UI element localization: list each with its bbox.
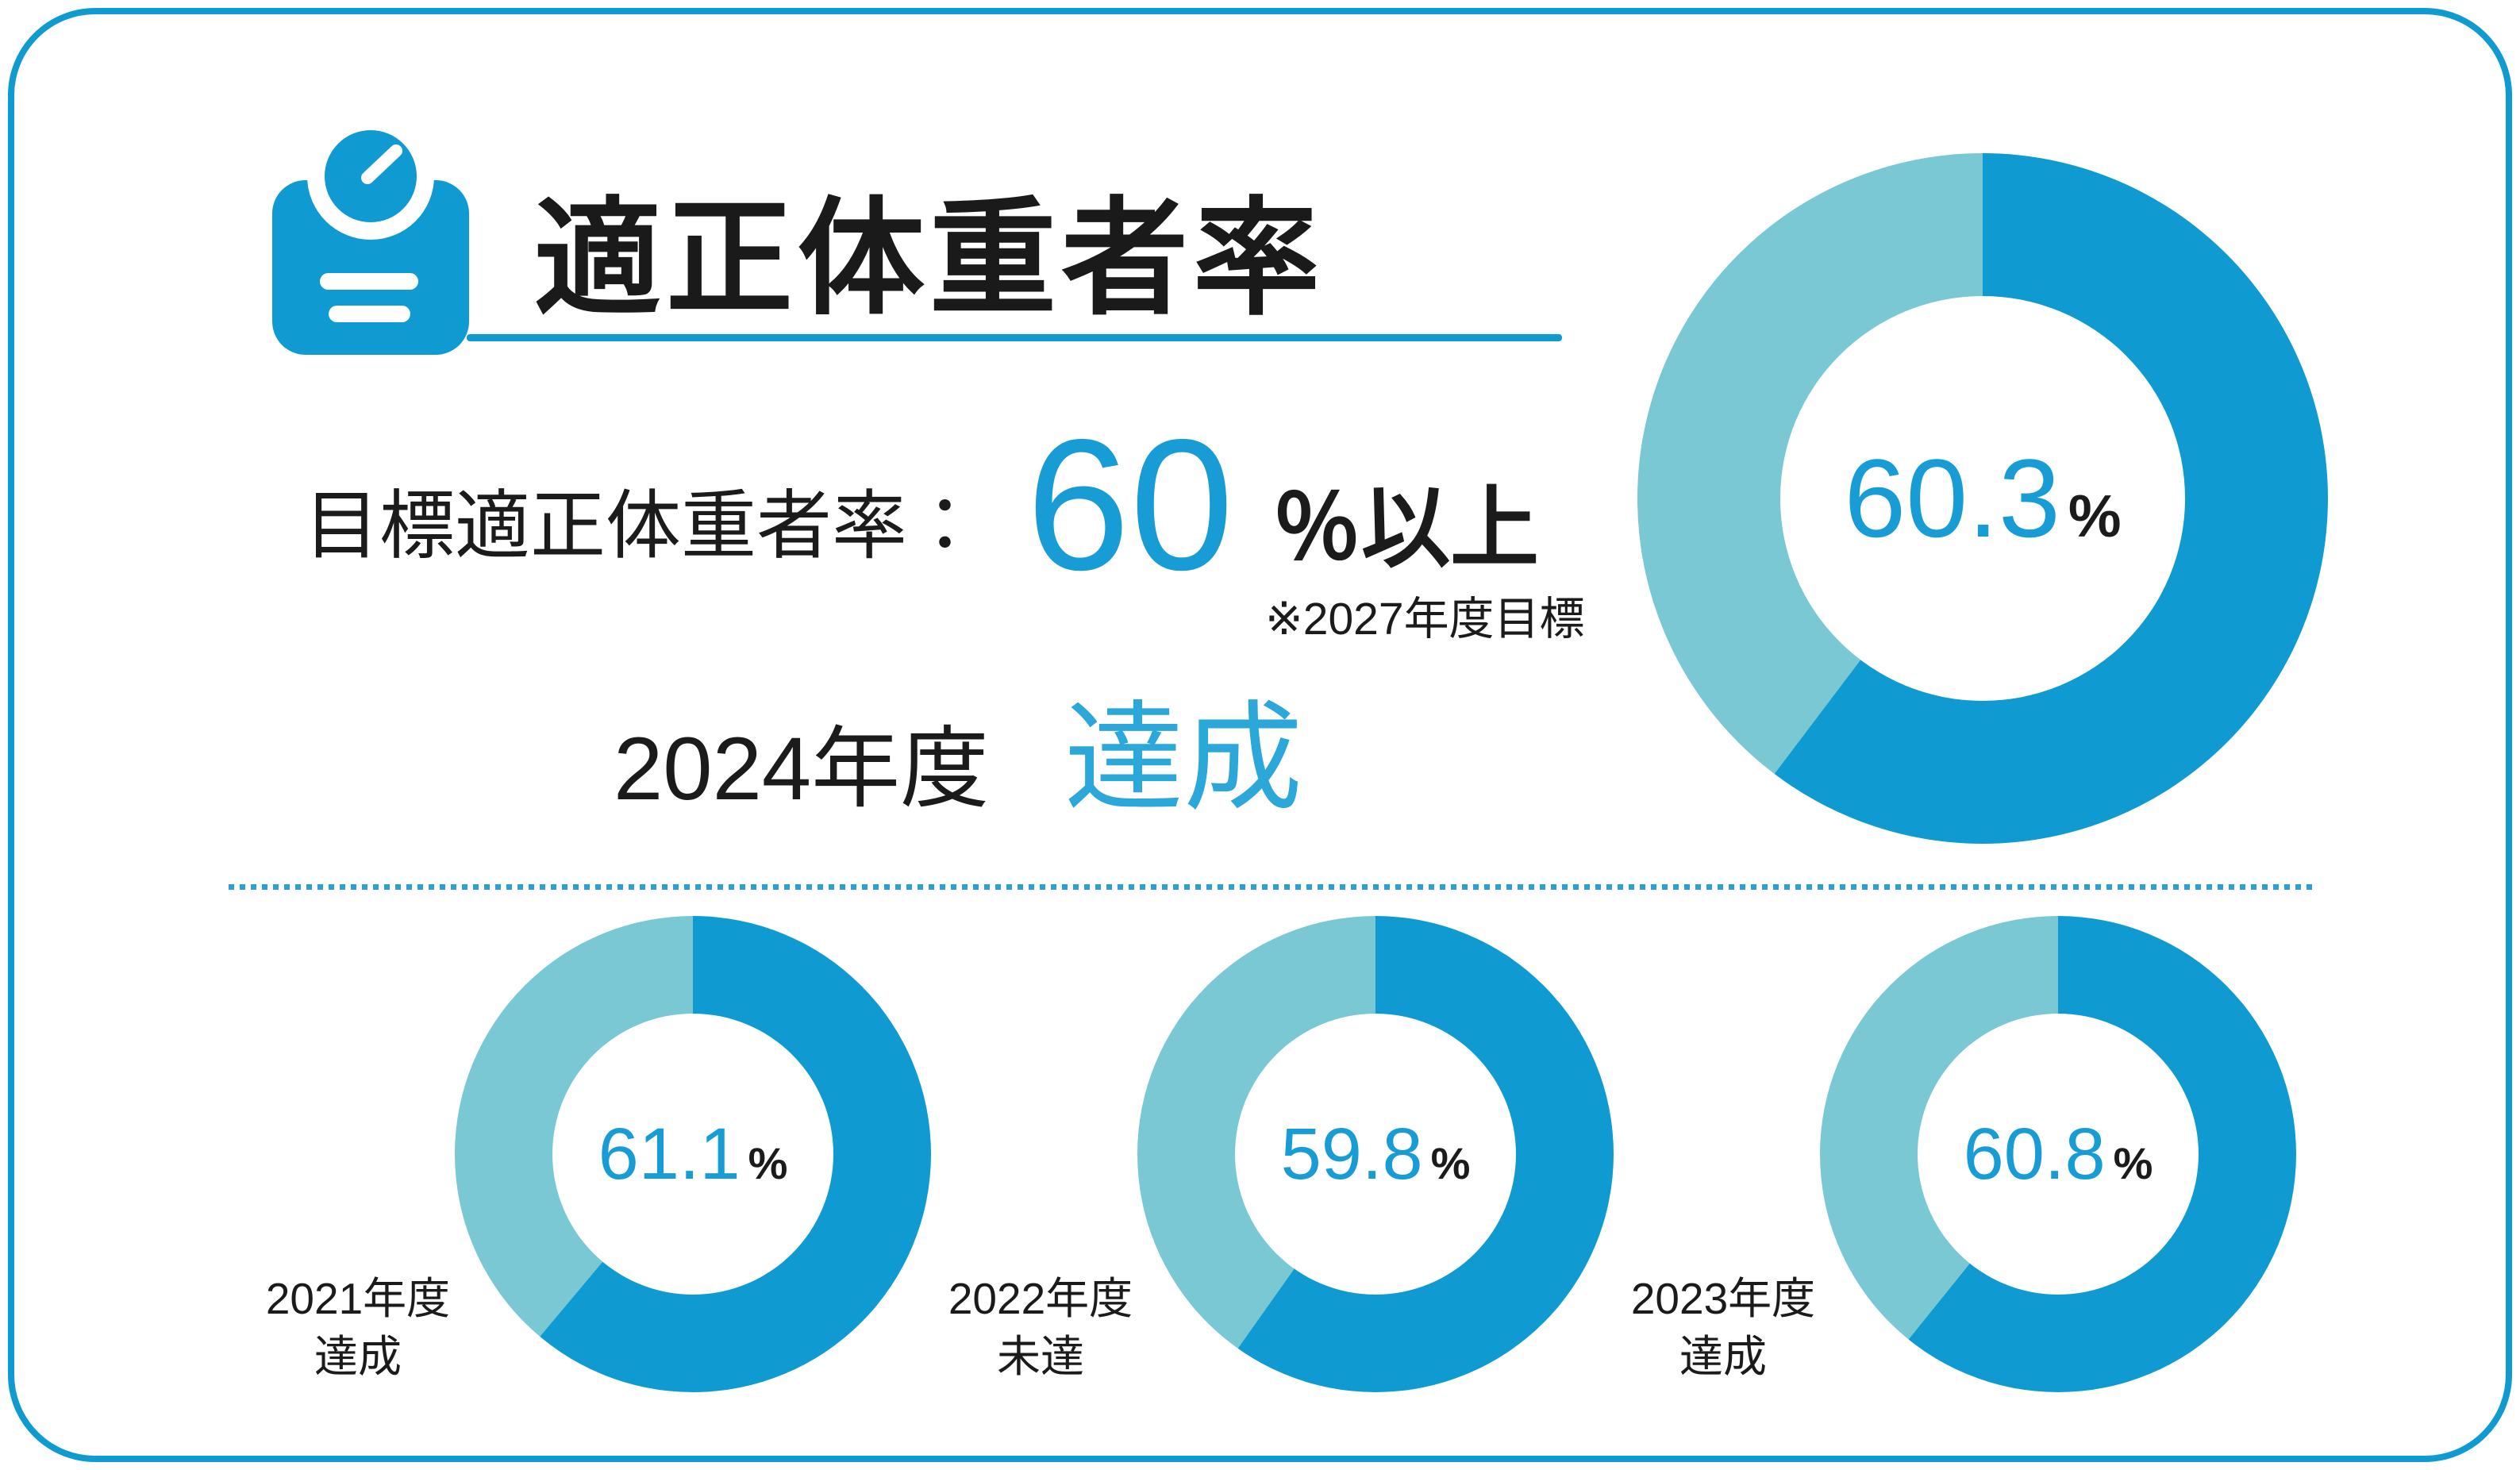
percent-sign: % xyxy=(2113,1138,2153,1188)
donut-label-2021: 2021年度 達成 xyxy=(183,1270,533,1385)
donut-label-2023: 2023年度 達成 xyxy=(1549,1270,1898,1385)
donut-hole: 59.8 % xyxy=(1235,1014,1516,1295)
label-status: 未達 xyxy=(996,1331,1084,1381)
percent-value: 60.8 xyxy=(1963,1114,2106,1195)
label-year: 2021年度 xyxy=(265,1274,451,1323)
donut-center-value: 61.1 % xyxy=(598,1118,788,1191)
donut-hole: 60.3 % xyxy=(1780,296,2185,701)
donut-hole: 60.8 % xyxy=(1918,1014,2199,1295)
donut-chart-2023: 60.8 % xyxy=(1820,916,2296,1392)
donut-center-value: 59.8 % xyxy=(1281,1118,1471,1191)
goal-value: 60 xyxy=(1026,400,1234,609)
label-year: 2022年度 xyxy=(948,1274,1133,1323)
goal-label: 目標適正体重者率： xyxy=(304,484,983,568)
current-year-row: 2024年度 達成 xyxy=(614,698,1302,818)
label-status: 達成 xyxy=(314,1331,402,1381)
donut-chart-2021: 61.1 % xyxy=(455,916,931,1392)
percent-value: 60.3 xyxy=(1844,436,2060,560)
rounded-card: 適正体重者率 目標適正体重者率： 60 ％以上 ※2027年度目標 2024年度… xyxy=(8,8,2512,1462)
donut-hole: 61.1 % xyxy=(552,1014,833,1295)
goal-unit: ％以上 xyxy=(1272,479,1539,578)
percent-value: 61.1 xyxy=(598,1114,741,1195)
percent-sign: % xyxy=(1430,1138,1471,1188)
donut-label-2022: 2022年度 未達 xyxy=(866,1270,1215,1385)
donut-chart-2022: 59.8 % xyxy=(1137,916,1614,1392)
weight-scale-icon xyxy=(271,113,471,356)
current-year: 2024年度 xyxy=(614,719,990,818)
donut-center-value: 60.3 % xyxy=(1844,443,2121,554)
goal-note: ※2027年度目標 xyxy=(1265,594,1585,645)
percent-value: 59.8 xyxy=(1280,1114,1423,1195)
donut-chart-2024: 60.3 % xyxy=(1637,153,2328,844)
percent-sign: % xyxy=(2068,483,2122,549)
title-underline xyxy=(467,334,1562,341)
donut-center-value: 60.8 % xyxy=(1964,1118,2153,1191)
dotted-divider xyxy=(229,884,2316,890)
percent-sign: % xyxy=(748,1138,788,1188)
label-status: 達成 xyxy=(1679,1331,1767,1381)
label-year: 2023年度 xyxy=(1630,1274,1816,1323)
page-title: 適正体重者率 xyxy=(534,187,1325,329)
current-status: 達成 xyxy=(1064,691,1303,825)
weight-scale-icon-svg xyxy=(272,113,469,355)
